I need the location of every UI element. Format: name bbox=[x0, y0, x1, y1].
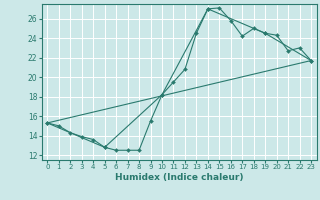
X-axis label: Humidex (Indice chaleur): Humidex (Indice chaleur) bbox=[115, 173, 244, 182]
